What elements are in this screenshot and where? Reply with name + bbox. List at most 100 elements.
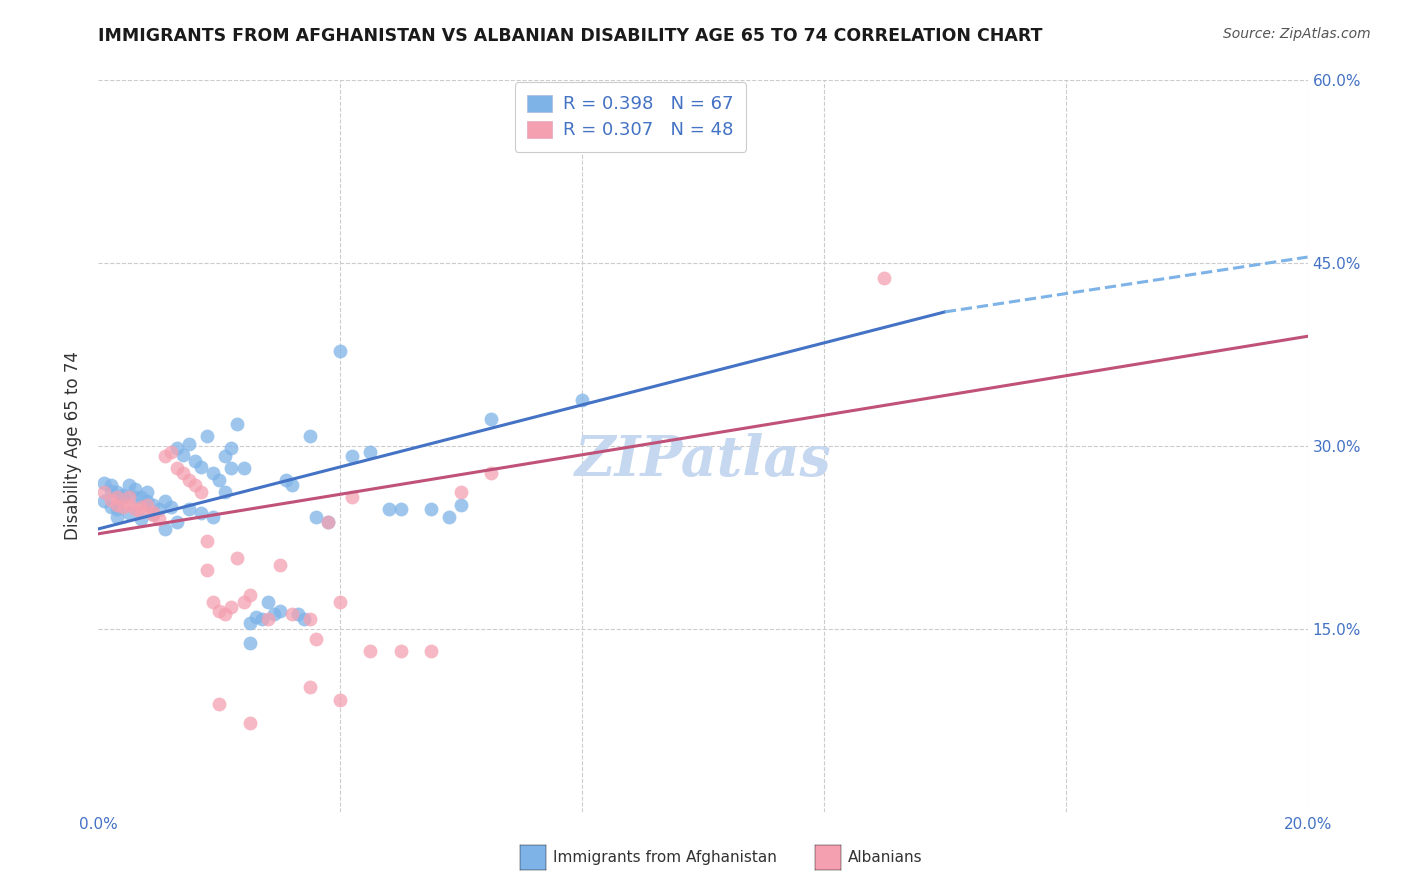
Point [190, 459, 212, 474]
Point [202, 466, 225, 480]
Point [226, 417, 249, 431]
Point [135, 494, 157, 508]
Point [437, 509, 460, 524]
Point [129, 505, 152, 519]
Point [329, 595, 352, 609]
Point [135, 485, 157, 500]
Point [105, 490, 128, 504]
Point [232, 595, 254, 609]
Point [100, 492, 122, 507]
Point [142, 505, 165, 519]
Point [190, 485, 212, 500]
Point [214, 485, 236, 500]
Point [195, 563, 218, 577]
Point [118, 478, 141, 492]
Point [179, 473, 201, 487]
Point [202, 595, 225, 609]
Point [184, 478, 207, 492]
Point [481, 466, 503, 480]
Point [166, 442, 188, 456]
Point [166, 515, 188, 529]
Point [481, 412, 503, 426]
Point [160, 445, 183, 459]
Point [118, 498, 141, 512]
Y-axis label: Disability Age 65 to 74: Disability Age 65 to 74 [65, 351, 83, 541]
Point [202, 509, 225, 524]
Point [135, 498, 157, 512]
Point [281, 607, 304, 622]
Point [129, 512, 152, 526]
Point [329, 692, 352, 706]
Point [179, 502, 201, 516]
Point [221, 461, 243, 475]
Point [124, 490, 146, 504]
Point [342, 449, 364, 463]
Point [571, 392, 593, 407]
Point [208, 603, 231, 617]
Point [172, 466, 194, 480]
Point [239, 588, 262, 602]
Point [195, 429, 218, 443]
Text: Immigrants from Afghanistan: Immigrants from Afghanistan [553, 850, 776, 864]
Point [263, 607, 285, 622]
Point [389, 502, 412, 516]
Point [239, 615, 262, 630]
Text: Source: ZipAtlas.com: Source: ZipAtlas.com [1223, 27, 1371, 41]
Point [111, 490, 134, 504]
Point [873, 270, 896, 285]
Point [100, 484, 122, 499]
Point [105, 509, 128, 524]
Point [239, 715, 262, 730]
Text: IMMIGRANTS FROM AFGHANISTAN VS ALBANIAN DISABILITY AGE 65 TO 74 CORRELATION CHAR: IMMIGRANTS FROM AFGHANISTAN VS ALBANIAN … [98, 27, 1043, 45]
Point [360, 644, 382, 658]
Point [118, 490, 141, 504]
Text: Albanians: Albanians [848, 850, 922, 864]
Point [221, 599, 243, 614]
Point [148, 502, 170, 516]
Point [305, 632, 328, 646]
Text: ZIPatlas: ZIPatlas [575, 434, 831, 488]
Point [111, 500, 134, 514]
Point [100, 500, 122, 514]
Point [342, 490, 364, 504]
Point [118, 506, 141, 520]
Point [111, 488, 134, 502]
Point [329, 343, 352, 358]
Point [239, 636, 262, 650]
Point [105, 498, 128, 512]
Point [93, 475, 115, 490]
Point [129, 490, 152, 504]
Point [377, 502, 399, 516]
Point [292, 612, 315, 626]
Point [142, 498, 165, 512]
Point [256, 595, 278, 609]
Point [142, 508, 165, 523]
Point [93, 485, 115, 500]
Point [124, 502, 146, 516]
Point [389, 644, 412, 658]
Point [316, 515, 339, 529]
Point [184, 453, 207, 467]
Point [153, 494, 176, 508]
Point [274, 473, 297, 487]
Point [195, 534, 218, 549]
Point [221, 442, 243, 456]
Point [172, 448, 194, 462]
Point [148, 512, 170, 526]
Point [316, 515, 339, 529]
Point [105, 502, 128, 516]
Point [245, 609, 267, 624]
Point [160, 500, 183, 514]
Point [269, 558, 291, 573]
Point [124, 482, 146, 496]
Point [256, 612, 278, 626]
Point [281, 478, 304, 492]
Legend: R = 0.398   N = 67, R = 0.307   N = 48: R = 0.398 N = 67, R = 0.307 N = 48 [515, 82, 747, 153]
Point [100, 478, 122, 492]
Point [129, 500, 152, 514]
Point [269, 603, 291, 617]
Point [214, 607, 236, 622]
Point [142, 508, 165, 522]
Point [226, 551, 249, 566]
Point [450, 485, 472, 500]
